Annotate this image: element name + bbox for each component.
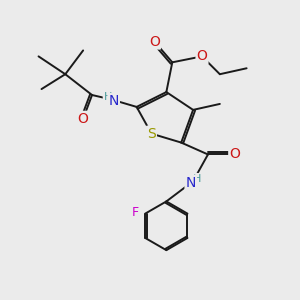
Text: F: F <box>131 206 138 219</box>
Text: N: N <box>109 94 119 108</box>
Text: H: H <box>193 174 201 184</box>
Text: O: O <box>196 50 208 63</box>
Text: O: O <box>229 148 240 161</box>
Text: S: S <box>147 127 156 141</box>
Text: H: H <box>103 92 112 102</box>
Text: O: O <box>78 112 88 126</box>
Text: N: N <box>185 176 196 190</box>
Text: O: O <box>149 34 160 49</box>
